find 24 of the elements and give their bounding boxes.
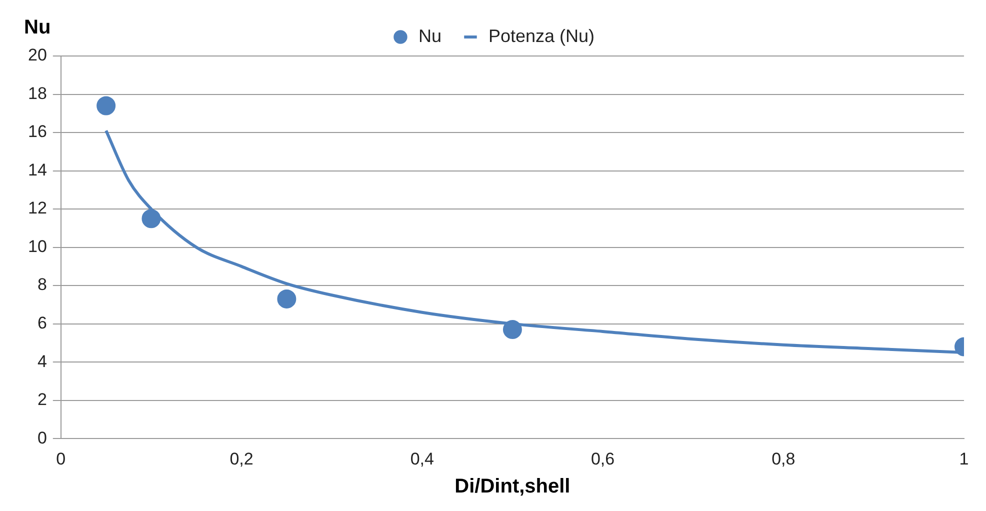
x-tick-label: 0,2 [230, 449, 254, 468]
y-tick-label: 16 [28, 122, 47, 142]
y-tick-label: 12 [28, 198, 47, 218]
y-tick-label: 20 [28, 46, 47, 65]
x-tick-label: 0 [56, 449, 66, 468]
y-tick-label: 6 [37, 314, 47, 333]
point [277, 289, 296, 308]
point [142, 209, 161, 228]
x-tick-label: 0,4 [410, 449, 434, 468]
x-tick-label: 0,6 [590, 449, 615, 468]
y-tick-label: 0 [37, 428, 47, 448]
y-tick-label: 14 [28, 160, 47, 180]
x-axis-title: Di/Dint,shell [454, 476, 570, 498]
y-tick-label: 10 [28, 236, 47, 256]
y-tick-label: 4 [37, 352, 47, 371]
x-tick-label: 1 [959, 449, 969, 468]
x-tick-label: 0,8 [772, 449, 796, 468]
y-tick-label: 8 [37, 275, 47, 294]
y-tick-label: 18 [28, 84, 47, 103]
legend-label: Nu [418, 26, 442, 46]
y-tick-label: 2 [37, 390, 47, 410]
legend-label: Potenza (Nu) [488, 26, 595, 46]
point [96, 96, 116, 116]
y-axis-title: Nu [24, 16, 51, 39]
